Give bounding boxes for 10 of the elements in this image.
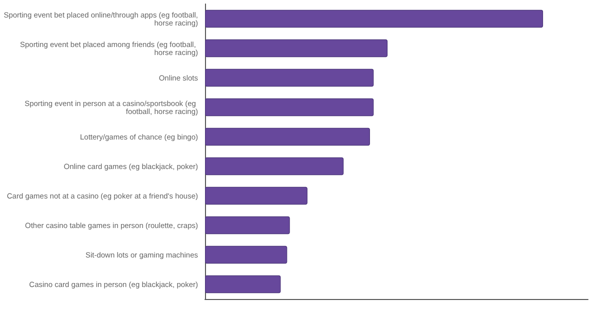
bar: [205, 157, 344, 176]
bar: [205, 10, 544, 28]
bar: [205, 186, 308, 205]
bar: [205, 216, 290, 234]
bar: [205, 39, 388, 58]
bar: [205, 68, 374, 87]
bar: [205, 246, 288, 264]
bar: [205, 128, 370, 146]
bar: [205, 275, 281, 294]
bar: [205, 98, 374, 116]
